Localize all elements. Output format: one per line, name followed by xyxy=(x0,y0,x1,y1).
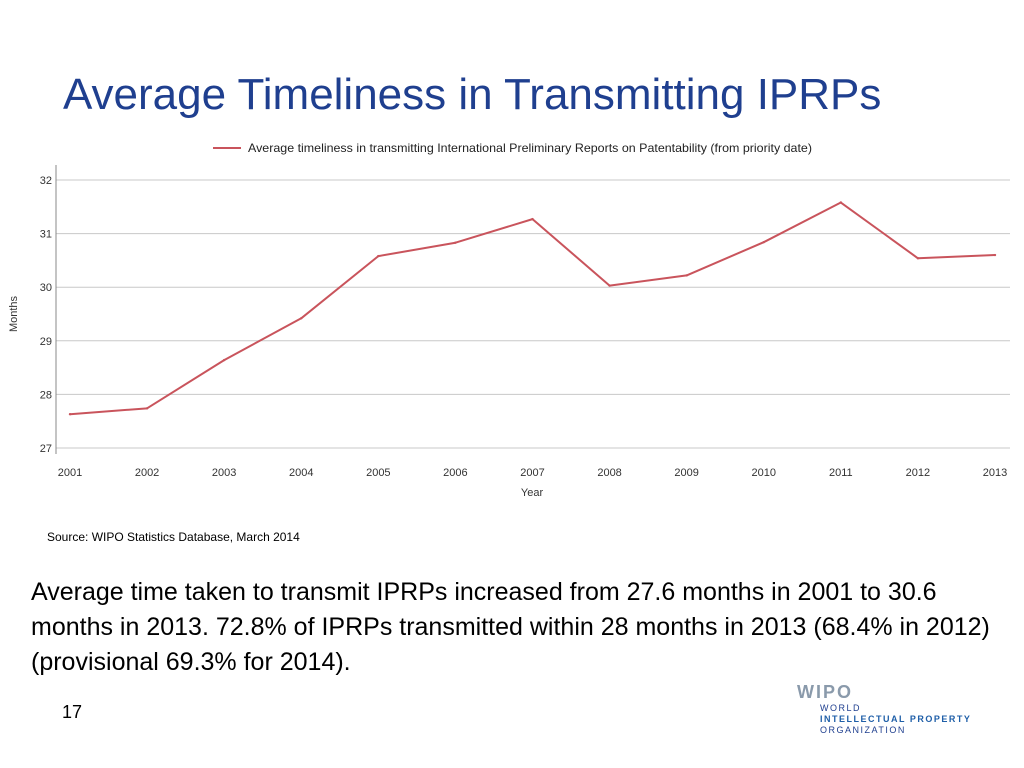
wipo-logo-mark: WIPO xyxy=(797,682,853,702)
y-tick-label: 27 xyxy=(40,443,52,455)
y-tick-label: 28 xyxy=(40,389,52,401)
data-point xyxy=(68,413,72,416)
x-tick-label: 2012 xyxy=(906,467,930,479)
data-point xyxy=(839,201,843,204)
x-tick-label: 2003 xyxy=(212,467,236,479)
x-tick-label: 2010 xyxy=(752,467,776,479)
x-tick-label: 2004 xyxy=(289,467,313,479)
x-axis-title: Year xyxy=(521,487,544,499)
data-point xyxy=(222,358,226,362)
data-point xyxy=(377,254,380,258)
wipo-logo: WIPO WORLD INTELLECTUAL PROPERTY ORGANIZ… xyxy=(797,682,971,736)
x-tick-label: 2006 xyxy=(443,467,467,479)
x-tick-label: 2011 xyxy=(829,467,853,479)
y-axis-title: Months xyxy=(8,295,20,332)
y-tick-label: 32 xyxy=(40,175,52,187)
page-number: 17 xyxy=(62,702,83,722)
data-point xyxy=(145,407,149,410)
x-tick-label: 2001 xyxy=(58,467,82,479)
y-tick-label: 30 xyxy=(40,282,52,294)
wipo-logo-line-world: WORLD xyxy=(820,703,861,713)
y-tick-label: 31 xyxy=(40,229,52,241)
y-tick-label: 29 xyxy=(40,336,52,348)
line-chart: 27 28 29 30 31 32 2001 2002 2003 2004 2005 2006 2007… xyxy=(8,141,1010,499)
x-tick-label: 2007 xyxy=(520,467,544,479)
source-note: Source: WIPO Statistics Database, March … xyxy=(47,530,300,544)
legend-label: Average timeliness in transmitting Inter… xyxy=(248,141,812,155)
x-tick-label: 2013 xyxy=(983,467,1007,479)
wipo-logo-line-intellectual-property: INTELLECTUAL PROPERTY xyxy=(820,714,972,724)
series-line xyxy=(69,201,996,416)
data-point xyxy=(685,274,688,277)
data-point xyxy=(300,317,303,320)
x-tick-label: 2005 xyxy=(366,467,390,479)
x-tick-label: 2009 xyxy=(674,467,698,479)
data-point xyxy=(762,240,765,244)
data-point xyxy=(608,284,611,287)
x-tick-label: 2008 xyxy=(597,467,621,479)
wipo-logo-line-organization: ORGANIZATION xyxy=(820,725,906,735)
summary-text: Average time taken to transmit IPRPs inc… xyxy=(31,578,990,676)
data-point xyxy=(454,241,457,244)
data-point xyxy=(531,217,534,221)
x-tick-label: 2002 xyxy=(135,467,159,479)
data-point xyxy=(916,257,920,260)
slide-title: Average Timeliness in Transmitting IPRPs xyxy=(63,70,882,119)
data-point xyxy=(993,253,997,257)
